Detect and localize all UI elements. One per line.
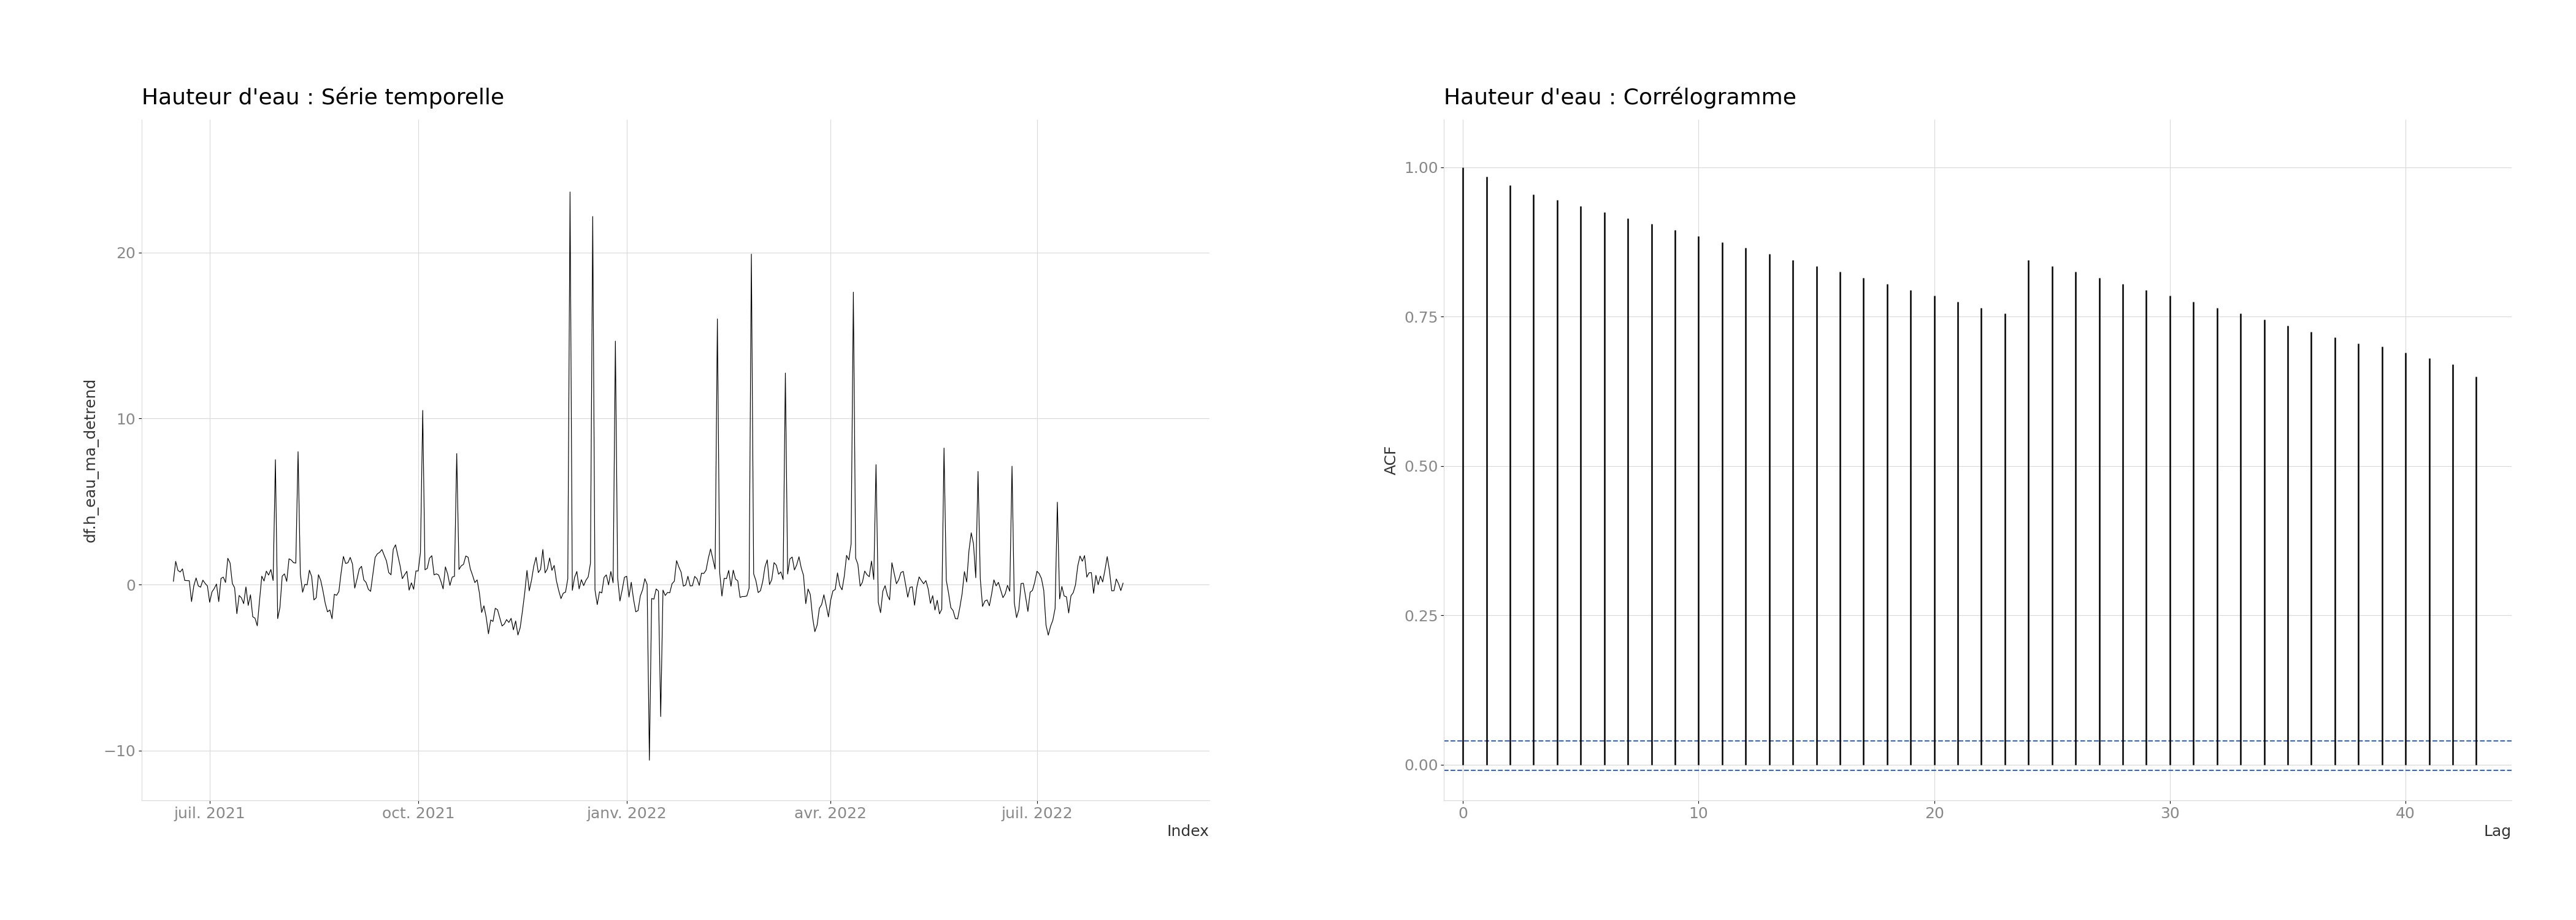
- Text: Hauteur d'eau : Série temporelle: Hauteur d'eau : Série temporelle: [142, 86, 505, 109]
- X-axis label: Index: Index: [1167, 824, 1208, 839]
- Y-axis label: ACF: ACF: [1383, 445, 1399, 475]
- Y-axis label: df.h_eau_ma_detrend: df.h_eau_ma_detrend: [82, 378, 98, 542]
- X-axis label: Lag: Lag: [2483, 824, 2512, 839]
- Text: Hauteur d'eau : Corrélogramme: Hauteur d'eau : Corrélogramme: [1445, 86, 1795, 109]
